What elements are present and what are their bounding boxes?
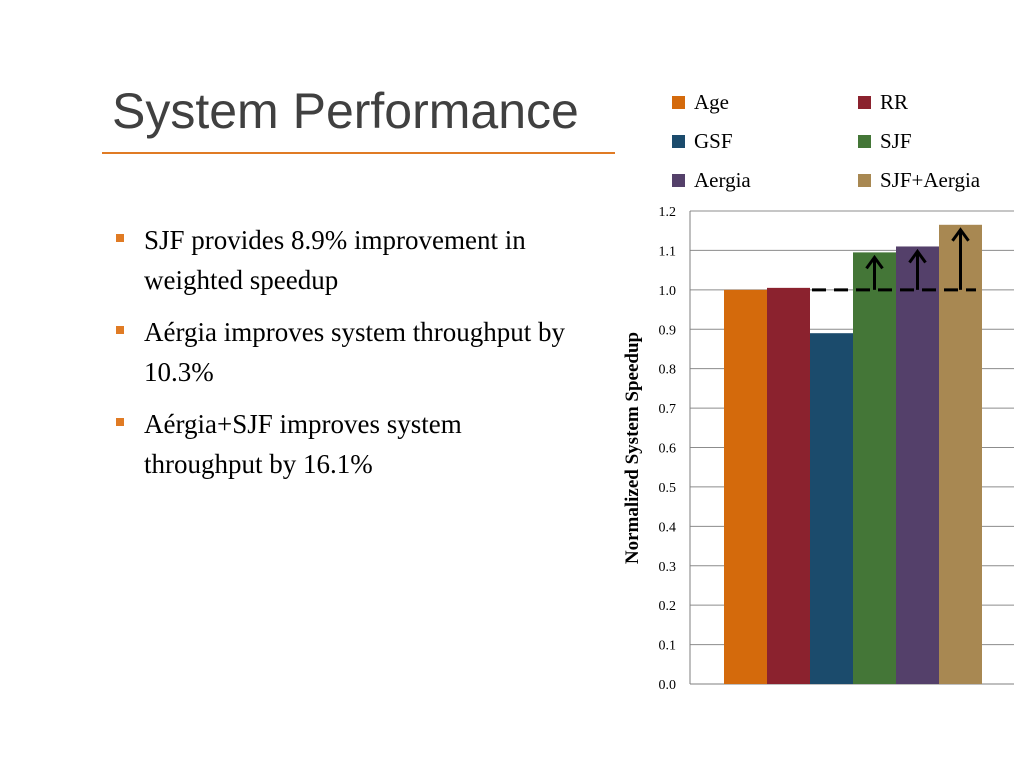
slide-title: System Performance xyxy=(112,83,579,139)
y-tick-label: 0.5 xyxy=(659,481,677,496)
y-tick-label: 1.2 xyxy=(659,205,677,220)
bullet-square-icon xyxy=(116,326,124,334)
legend-swatch xyxy=(858,174,871,187)
y-tick-label: 0.3 xyxy=(659,560,677,575)
bar-age xyxy=(724,289,767,684)
y-tick-label: 0.2 xyxy=(659,599,677,614)
legend-label: RR xyxy=(880,90,908,114)
bullet-square-icon xyxy=(116,418,124,426)
legend-label: Aergia xyxy=(694,168,751,192)
chart-bars xyxy=(724,224,982,684)
bullet-list: SJF provides 8.9% improvement in weighte… xyxy=(116,220,566,496)
legend-label: Age xyxy=(694,90,729,114)
y-tick-label: 0.0 xyxy=(659,678,677,693)
bullet-text: SJF provides 8.9% improvement in weighte… xyxy=(144,225,526,295)
legend-swatch xyxy=(672,174,685,187)
bullet-text: Aérgia improves system throughput by 10… xyxy=(144,317,565,387)
arrow-head-icon xyxy=(908,248,927,264)
y-tick-label: 0.8 xyxy=(659,363,677,378)
y-tick-label: 1.1 xyxy=(659,244,677,259)
arrow-head-icon xyxy=(865,254,884,270)
legend-label: SJF+Aergia xyxy=(880,168,981,192)
legend-swatch xyxy=(858,96,871,109)
arrow-head-icon xyxy=(951,227,970,242)
y-tick-label: 0.4 xyxy=(659,520,677,535)
speedup-bar-chart: Age RR GSF SJF Aergia SJF+Aergia 0.0 0.1 0.2 0.3… xyxy=(622,90,1014,693)
legend-swatch xyxy=(672,96,685,109)
legend-label: SJF xyxy=(880,129,912,153)
improvement-annotations xyxy=(812,227,976,292)
bar-sjf-aergia xyxy=(939,224,982,684)
y-axis-ticks: 0.0 0.1 0.2 0.3 0.4 0.5 0.6 0.7 0.8 0.9 1.0 1.1 1.2 xyxy=(659,205,677,693)
bar-gsf xyxy=(810,333,853,684)
y-tick-label: 1.0 xyxy=(659,284,677,299)
legend-swatch xyxy=(858,135,871,148)
bullet-text: Aérgia+SJF improves system throughput b… xyxy=(144,409,462,479)
bullet-item: Aérgia improves system throughput by 10… xyxy=(116,312,566,392)
bar-sjf xyxy=(853,252,896,684)
title-underline xyxy=(102,152,615,154)
bullet-item: SJF provides 8.9% improvement in weighte… xyxy=(116,220,566,300)
y-tick-label: 0.6 xyxy=(659,442,677,457)
bullet-item: Aérgia+SJF improves system throughput b… xyxy=(116,404,566,484)
bullet-square-icon xyxy=(116,234,124,242)
legend-label: GSF xyxy=(694,129,733,153)
y-tick-label: 0.1 xyxy=(659,639,677,654)
bar-aergia xyxy=(896,246,939,684)
y-axis-label: Normalized System Speedup xyxy=(622,332,643,564)
y-tick-label: 0.7 xyxy=(659,402,677,417)
y-tick-label: 0.9 xyxy=(659,323,677,338)
legend-swatch xyxy=(672,135,685,148)
chart-legend: Age RR GSF SJF Aergia SJF+Aergia xyxy=(672,90,981,192)
bar-rr xyxy=(767,287,810,684)
